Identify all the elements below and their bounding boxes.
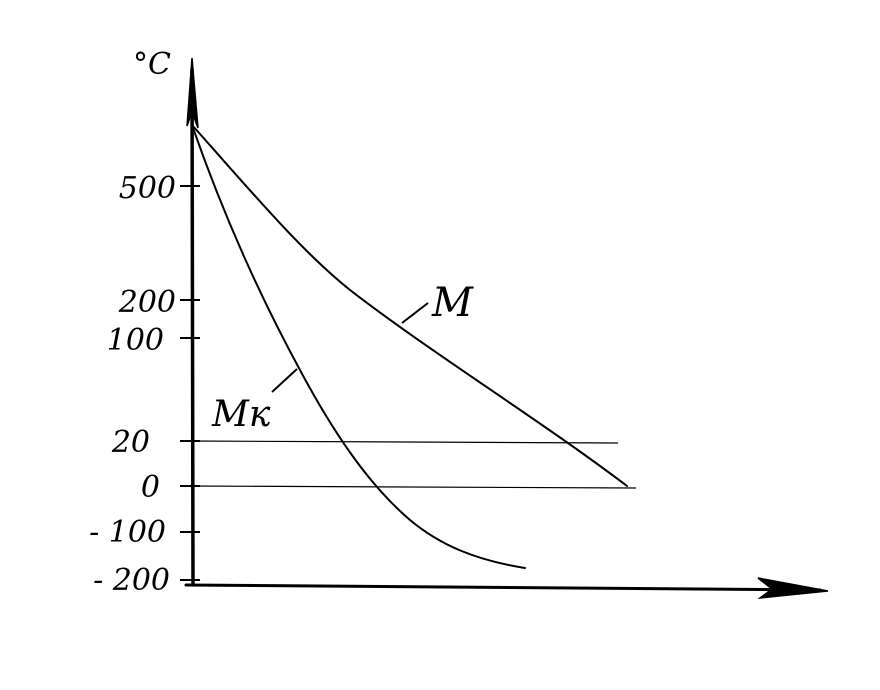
- y-tick-label-0: 0: [141, 470, 160, 505]
- reference-line-0: [189, 485, 637, 489]
- x-axis-line: [184, 583, 822, 592]
- series-label-m: M: [431, 280, 474, 326]
- y-tick-label-100: 100: [107, 323, 164, 358]
- series-label-mk: Mк: [211, 394, 271, 435]
- y-tick-label-200: 200: [118, 285, 176, 320]
- series-labels: M Mк: [211, 280, 474, 435]
- y-tick-label-minus-200: - 200: [93, 563, 170, 598]
- series-lines: [191, 124, 628, 569]
- y-axis-arrowhead: [186, 57, 199, 129]
- y-tick-label-20: 20: [111, 425, 150, 460]
- y-axis: °C: [133, 47, 199, 585]
- series-label-leader-m: [401, 302, 429, 324]
- reference-lines: [189, 440, 637, 489]
- y-tick-label-minus-100: - 100: [89, 515, 166, 550]
- x-axis: [184, 577, 829, 600]
- x-axis-arrowhead: [757, 577, 829, 600]
- y-tick-labels: 500 200 100 20 0 - 100 - 200: [89, 171, 176, 598]
- reference-line-20: [189, 440, 619, 444]
- series-line-mk: [191, 124, 526, 569]
- series-line-m: [191, 124, 628, 487]
- y-axis-label: °C: [133, 47, 171, 82]
- series-label-leader-mk: [271, 368, 298, 393]
- y-tick-label-500: 500: [119, 171, 176, 206]
- y-ticks: [180, 185, 200, 581]
- y-axis-line: [190, 68, 195, 585]
